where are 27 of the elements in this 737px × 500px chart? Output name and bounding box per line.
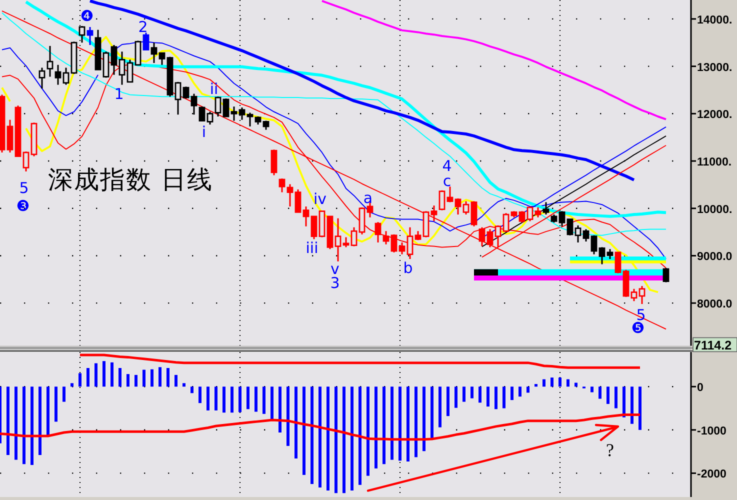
y-tick-label: -2000 bbox=[697, 468, 726, 481]
annotation: ❸ bbox=[16, 197, 30, 215]
y-tick-label: 12000. bbox=[697, 109, 732, 122]
y-tick-label: 8000.0 bbox=[697, 298, 732, 311]
annotation: 4 bbox=[442, 157, 452, 175]
y-tick-label: 13000. bbox=[697, 62, 732, 74]
y-tick-label: 14000. bbox=[697, 14, 732, 26]
y-tick-label: -1000 bbox=[697, 425, 726, 438]
annotation: i bbox=[202, 123, 206, 141]
annotation: iv bbox=[313, 190, 327, 208]
annotation: b bbox=[403, 259, 413, 277]
y-tick-label: 11000. bbox=[697, 156, 732, 169]
annotation: iii bbox=[306, 239, 318, 257]
annotation: a bbox=[363, 189, 373, 207]
annotation: ? bbox=[606, 440, 614, 460]
y-tick-label: 10000. bbox=[697, 204, 732, 216]
text: 7114.2 bbox=[694, 338, 732, 353]
annotation: c bbox=[442, 172, 452, 190]
annotation: 2 bbox=[138, 18, 148, 36]
y-tick-label: 9000.0 bbox=[697, 251, 732, 264]
annotation: ❺ bbox=[631, 319, 645, 337]
annotation: ❹ bbox=[80, 7, 94, 25]
text: 深成指数 日线 bbox=[48, 165, 213, 194]
annotation: ii bbox=[210, 80, 218, 98]
annotation: 1 bbox=[114, 85, 124, 103]
annotation: 5 bbox=[19, 179, 29, 197]
y-tick-label: 0 bbox=[697, 382, 704, 394]
